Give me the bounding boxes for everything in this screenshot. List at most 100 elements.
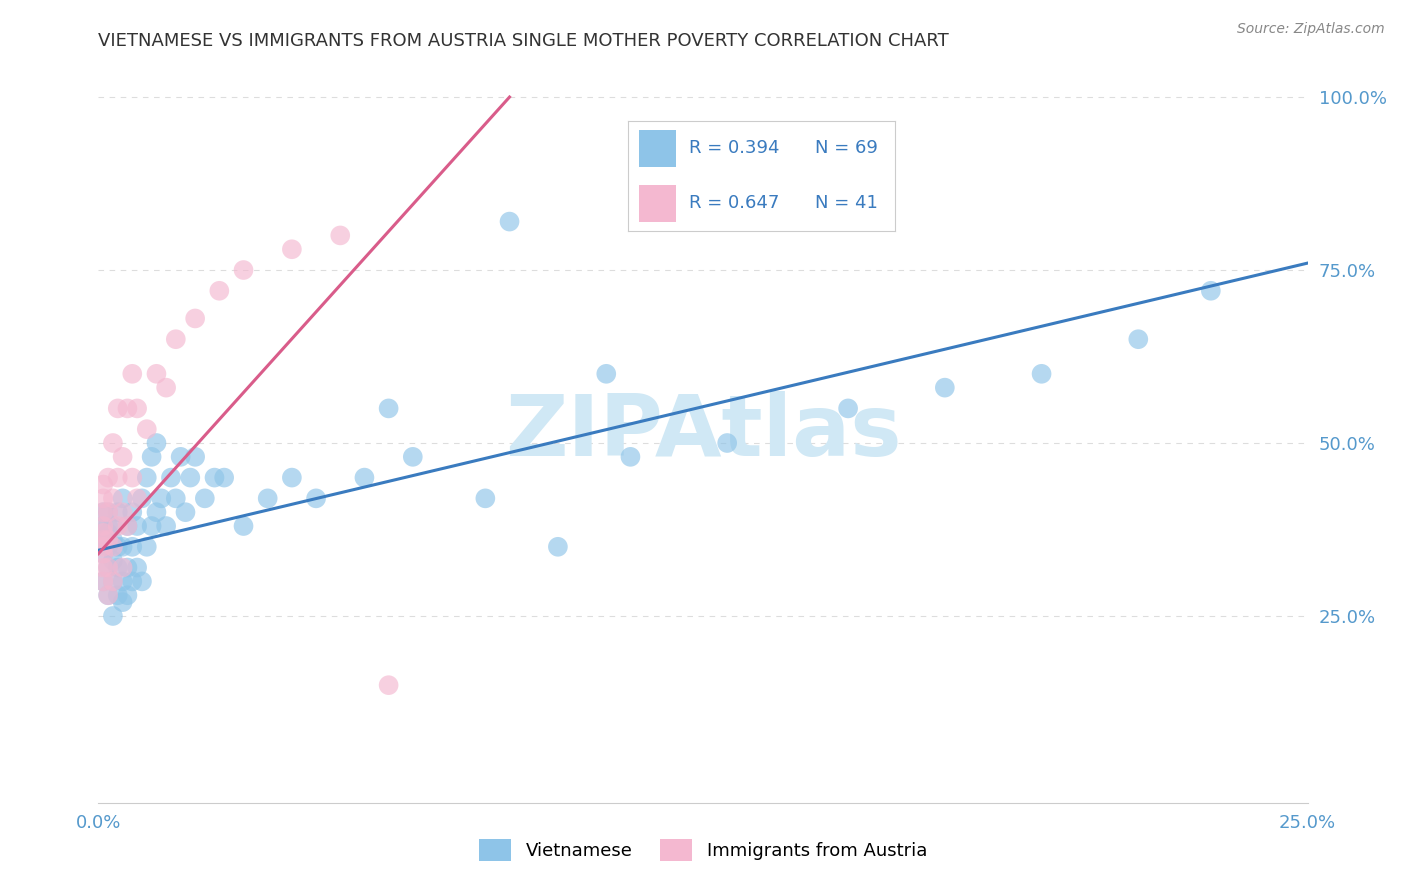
Point (212, 470, 235, 484)
Text: VIETNAMESE VS IMMIGRANTS FROM AUSTRIA SINGLE MOTHER POVERTY CORRELATION CHART: VIETNAMESE VS IMMIGRANTS FROM AUSTRIA SI… (98, 32, 949, 50)
Point (547, 540, 569, 554)
Point (155, 519, 177, 533)
Point (145, 505, 167, 519)
Point (91, 519, 114, 533)
Point (204, 470, 226, 484)
Point (281, 470, 304, 484)
Point (91, 574, 114, 589)
Point (91, 547, 114, 561)
FancyBboxPatch shape (638, 129, 676, 167)
FancyBboxPatch shape (638, 185, 676, 222)
Point (256, 491, 278, 506)
Point (111, 595, 134, 609)
Point (121, 367, 143, 381)
Point (107, 505, 129, 519)
Point (169, 450, 191, 464)
Point (91, 547, 114, 561)
Point (165, 491, 187, 506)
Point (97, 505, 120, 519)
Point (121, 470, 143, 484)
Point (97, 560, 120, 574)
Point (160, 470, 183, 484)
Point (281, 242, 304, 256)
Point (353, 470, 375, 484)
Point (97, 533, 120, 547)
Point (131, 574, 153, 589)
Point (174, 505, 197, 519)
Point (135, 470, 157, 484)
Point (101, 574, 124, 589)
Point (121, 540, 143, 554)
Point (111, 574, 134, 589)
Point (111, 505, 134, 519)
Text: R = 0.394: R = 0.394 (689, 139, 780, 157)
Point (117, 519, 139, 533)
Point (117, 401, 139, 416)
Point (97, 588, 120, 602)
Point (474, 491, 496, 506)
Point (127, 519, 149, 533)
Point (117, 588, 139, 602)
Point (1031, 367, 1053, 381)
Point (131, 491, 153, 506)
Point (165, 332, 187, 346)
Point (101, 609, 124, 624)
Point (91, 533, 114, 547)
Point (91, 540, 114, 554)
Point (97, 540, 120, 554)
Text: Source: ZipAtlas.com: Source: ZipAtlas.com (1237, 22, 1385, 37)
Point (91, 533, 114, 547)
Point (107, 401, 129, 416)
Point (619, 450, 641, 464)
Point (377, 401, 399, 416)
Point (377, 678, 399, 692)
Point (194, 491, 217, 506)
Point (101, 554, 124, 568)
Point (150, 491, 173, 506)
Point (1199, 284, 1222, 298)
Point (127, 491, 149, 506)
Point (135, 540, 157, 554)
Point (91, 560, 114, 574)
Point (97, 588, 120, 602)
Text: R = 0.647: R = 0.647 (689, 194, 780, 212)
Point (97, 519, 120, 533)
Point (232, 519, 254, 533)
Point (107, 540, 129, 554)
Point (141, 450, 163, 464)
Point (208, 284, 231, 298)
Point (934, 381, 956, 395)
Point (117, 560, 139, 574)
Point (179, 470, 201, 484)
Point (111, 450, 134, 464)
Point (111, 560, 134, 574)
Point (97, 525, 120, 540)
Point (91, 477, 114, 491)
Point (107, 588, 129, 602)
Point (127, 401, 149, 416)
Point (402, 450, 425, 464)
Point (837, 401, 859, 416)
Point (595, 367, 617, 381)
Point (305, 491, 328, 506)
Point (101, 436, 124, 450)
Point (184, 311, 207, 326)
Point (91, 574, 114, 589)
Point (127, 560, 149, 574)
Point (121, 505, 143, 519)
Text: N = 69: N = 69 (815, 139, 877, 157)
Point (91, 519, 114, 533)
Point (91, 505, 114, 519)
Point (101, 533, 124, 547)
Point (155, 381, 177, 395)
Point (91, 491, 114, 506)
Point (97, 470, 120, 484)
Point (111, 491, 134, 506)
Legend: Vietnamese, Immigrants from Austria: Vietnamese, Immigrants from Austria (471, 831, 935, 868)
Point (184, 450, 207, 464)
Point (1128, 332, 1150, 346)
Point (145, 367, 167, 381)
Point (107, 470, 129, 484)
Point (111, 540, 134, 554)
Point (329, 228, 352, 243)
